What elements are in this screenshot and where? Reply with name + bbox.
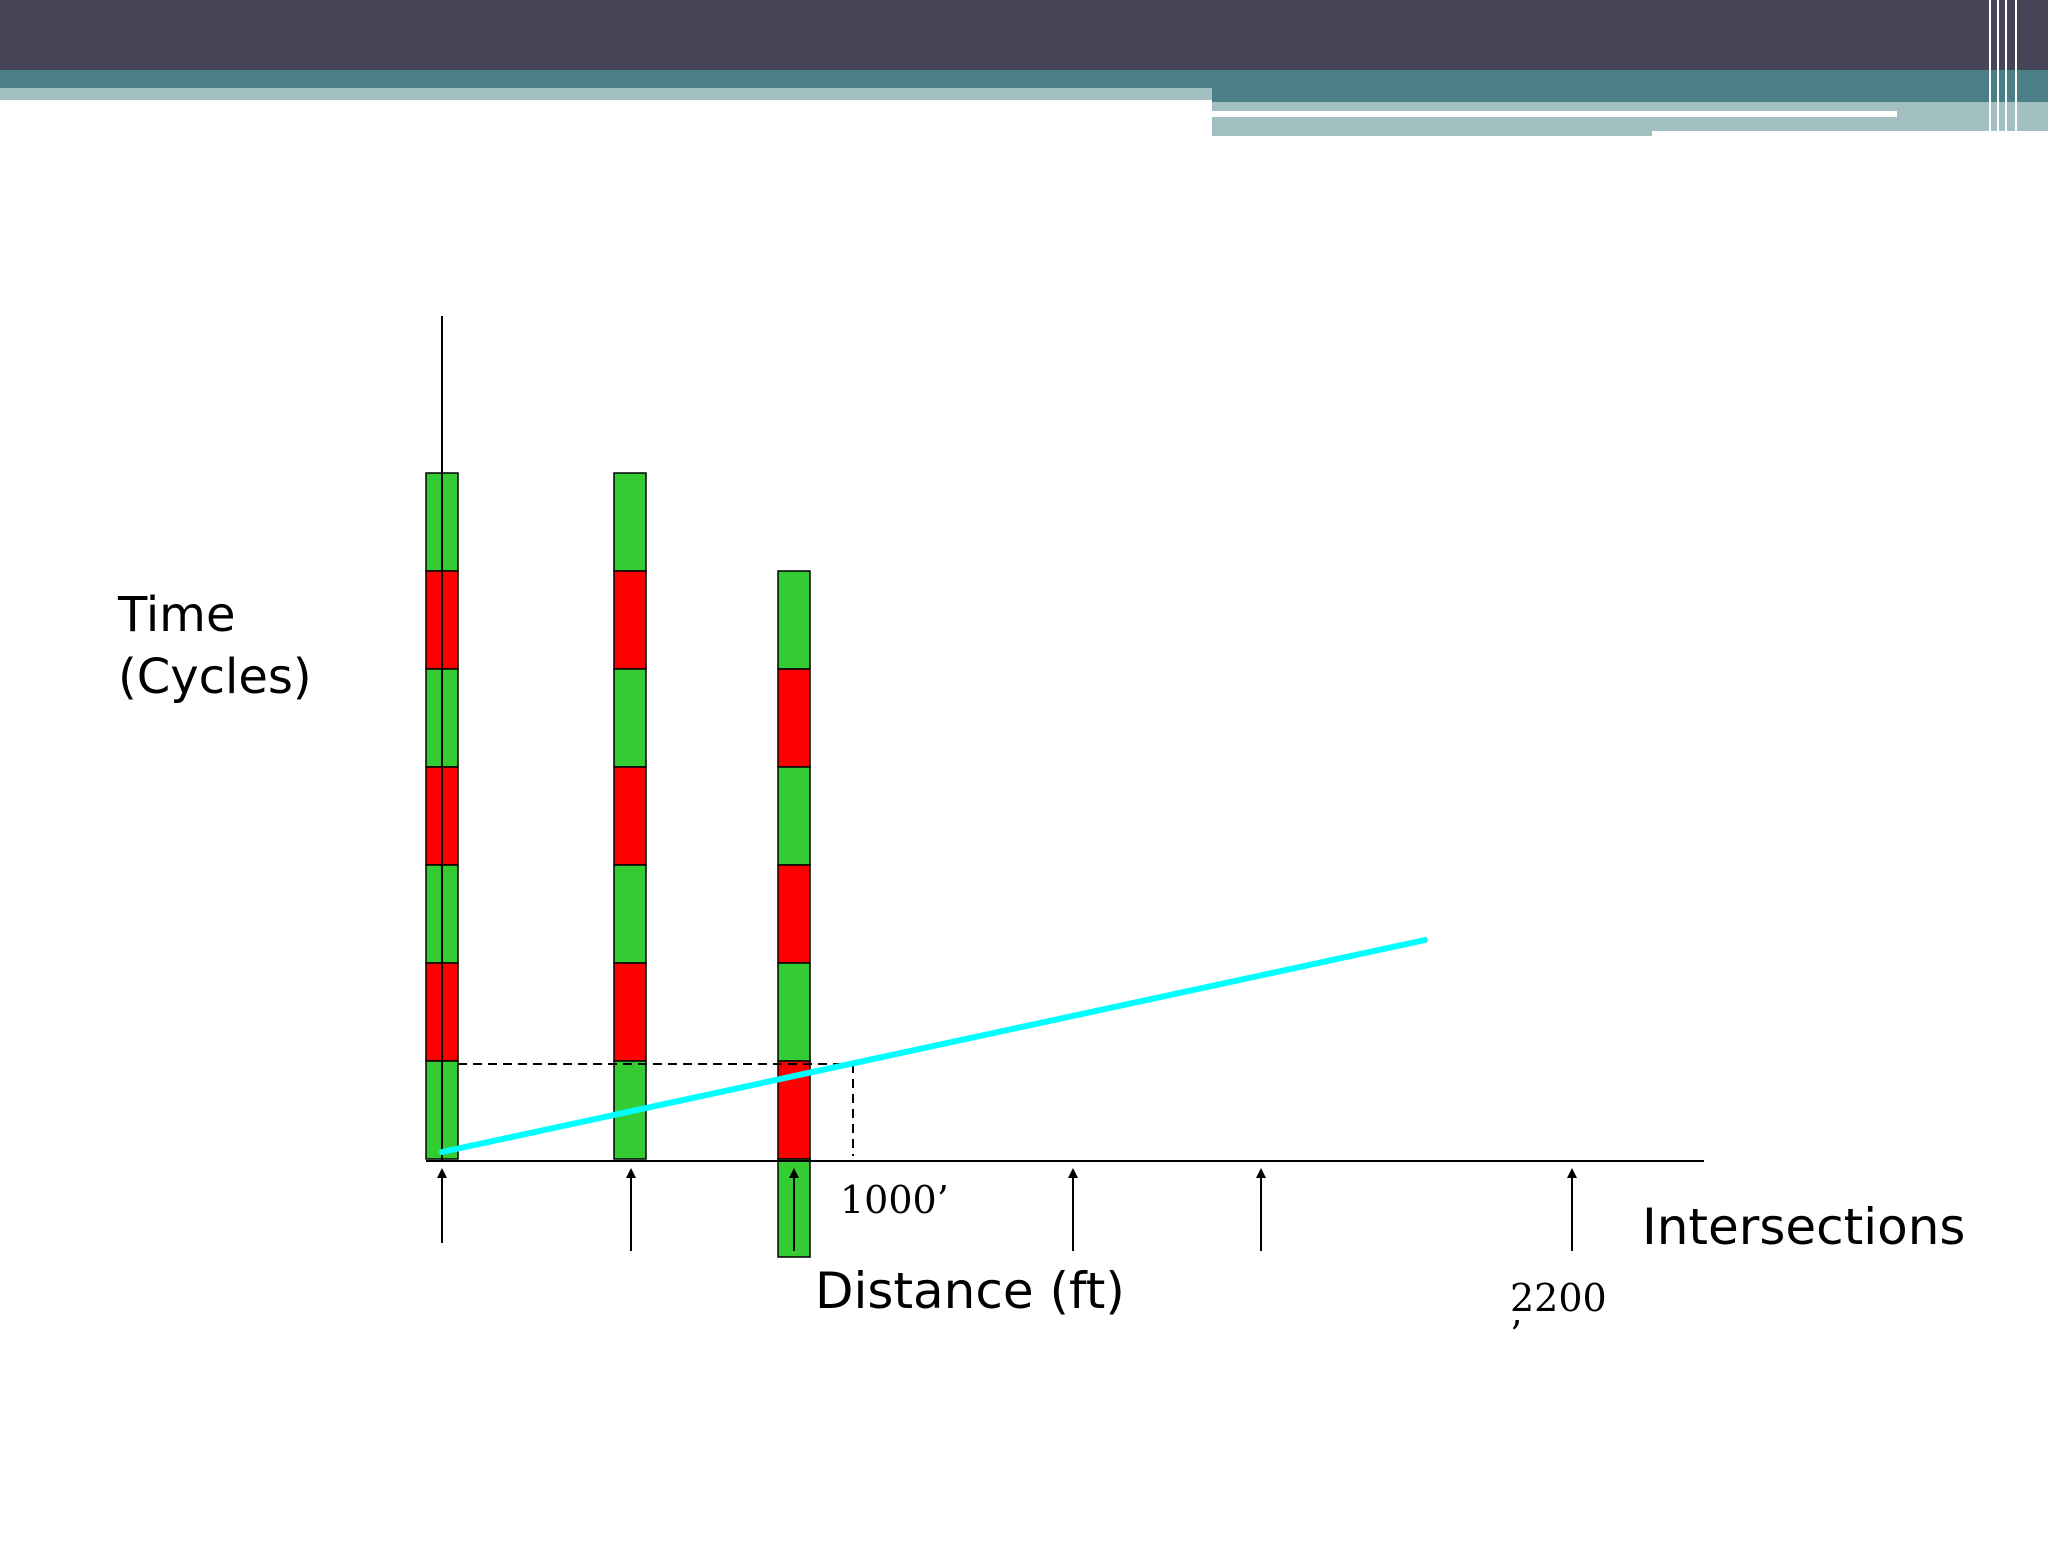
green-phase [613,472,647,572]
distance-mark-2200: 2200 [1510,1276,1607,1320]
red-phase [613,570,647,670]
header-white-stripe [1212,111,1897,117]
red-phase [613,766,647,866]
green-phase [613,668,647,768]
signal-2 [613,472,647,1160]
signal-bars [425,472,811,1258]
x-axis-label: Distance (ft) [815,1262,1125,1320]
header-dark-band [0,0,2048,70]
header-teal-band-right [1212,88,2048,102]
header-light-band-right [1212,102,2048,136]
header-banner [0,0,2048,139]
red-phase [613,962,647,1062]
header-white-notch [1652,131,2048,139]
green-phase [777,570,811,670]
y-axis-label-line2: (Cycles) [118,649,312,705]
header-light-band [0,88,1212,100]
y-axis-label: Time (Cycles) [118,584,312,708]
signal-3 [777,570,811,1258]
red-phase [777,668,811,768]
header-edge-lines [1989,0,2017,136]
green-phase [777,962,811,1062]
intersection-arrows [437,1168,1577,1251]
vehicle-trajectory [439,937,1428,1155]
header-teal-band [0,70,2048,88]
intersections-label: Intersections [1642,1198,1966,1256]
red-phase [777,864,811,964]
green-phase [613,864,647,964]
distance-mark-2200-tick: ’ [1510,1313,1523,1357]
distance-mark-1000: 1000’ [840,1178,949,1222]
y-axis-label-line1: Time [118,587,236,643]
green-phase [777,766,811,866]
